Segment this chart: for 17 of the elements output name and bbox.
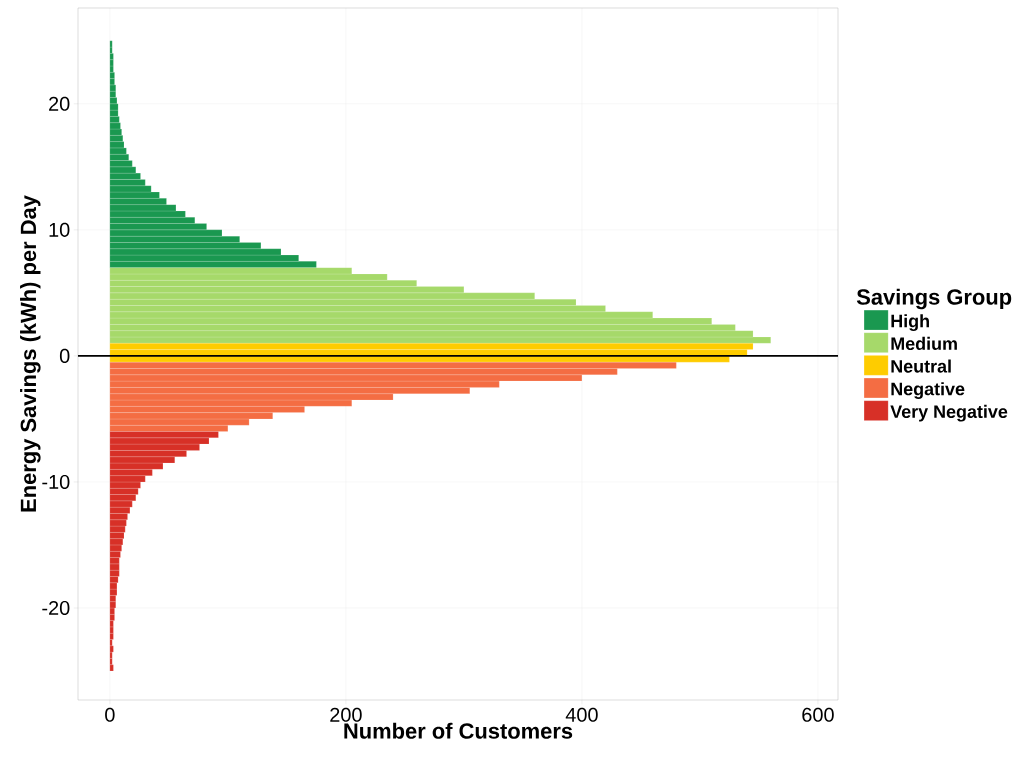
y-tick-label: 10	[49, 222, 70, 237]
y-tick-label: -20	[42, 600, 70, 616]
legend-label: Neutral	[891, 359, 951, 373]
y-tick-label: 20	[49, 96, 70, 111]
legend-label: Medium	[891, 336, 957, 351]
y-tick-label: -10	[42, 474, 70, 489]
y-tick-label: 0	[59, 348, 70, 363]
legend-title: Savings Group	[856, 288, 1012, 310]
legend-label: Very Negative	[890, 404, 1008, 422]
x-axis-title: Number of Customers	[344, 722, 573, 739]
legend-label: Negative	[891, 382, 965, 399]
legend-label: High	[891, 314, 929, 332]
y-axis-title: Energy Savings (kWh) per Day	[20, 195, 41, 512]
x-tick-label: 0	[105, 707, 115, 722]
x-tick-label: 600	[802, 707, 834, 722]
x-tick-label: 200	[330, 707, 362, 722]
x-tick-label: 400	[565, 707, 598, 722]
